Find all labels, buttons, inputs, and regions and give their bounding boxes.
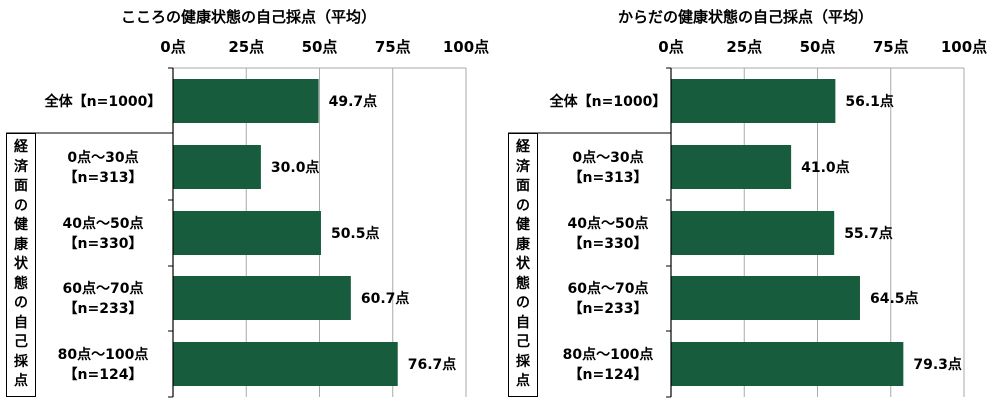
x-tick-label: 50点: [800, 38, 836, 56]
group-label-char: 採: [516, 353, 530, 370]
category-label: 【n=330】: [64, 236, 143, 252]
group-label-char: 経: [14, 139, 28, 156]
group-label-char: 面: [516, 178, 530, 195]
bar-chart-body: 0点 25点 50点 75点 100点 56.1点 全体【n=1000】 41.0点 0点～30…: [508, 38, 987, 398]
category-label: 0点～30点: [572, 149, 643, 166]
group-label-char: 己: [14, 334, 28, 351]
group-label-char: 点: [516, 373, 530, 390]
x-tick-label: 100点: [443, 38, 489, 56]
data-label: 56.1点: [845, 93, 894, 110]
bar: [671, 342, 904, 386]
bar: [671, 276, 860, 320]
x-tick-label: 0点: [658, 38, 683, 56]
group-label-char: 康: [516, 236, 530, 253]
x-tick-label: 25点: [228, 38, 264, 56]
x-tick-label: 25点: [726, 38, 762, 56]
group-label-char: 康: [14, 236, 28, 253]
bar: [173, 342, 398, 386]
data-label: 55.7点: [844, 225, 893, 242]
x-tick-label: 50点: [302, 38, 338, 56]
category-label: 60点～70点: [568, 280, 649, 297]
chart-title: こころの健康状態の自己採点（平均）: [121, 8, 377, 26]
x-tick-label: 75点: [375, 38, 411, 56]
bar-chart-mind: 0点 25点 50点 75点 100点 49.7点 全体【n=1000】 30.0点 0点～30…: [6, 38, 489, 398]
category-label: 【n=233】: [64, 301, 143, 317]
group-label-char: 自: [14, 314, 28, 331]
group-label-char: 健: [14, 217, 28, 234]
data-label: 76.7点: [408, 356, 457, 373]
group-label-char: 経: [516, 139, 530, 156]
group-label-char: 自: [516, 314, 530, 331]
group-label-char: 状: [516, 256, 530, 273]
x-tick-label: 0点: [160, 38, 185, 56]
group-label-char: 態: [14, 275, 28, 292]
group-label-char: の: [14, 295, 28, 312]
group-label-char: 態: [516, 275, 530, 292]
group-label-char: 面: [14, 178, 28, 195]
group-label-char: 済: [14, 158, 28, 175]
category-label: 【n=313】: [64, 170, 143, 186]
bar: [173, 79, 319, 123]
group-label-char: 状: [14, 256, 28, 273]
category-label: 0点～30点: [67, 149, 138, 166]
category-label: 【n=330】: [569, 236, 648, 252]
category-label: 40点～50点: [63, 215, 144, 232]
group-label-char: 健: [516, 217, 530, 234]
chart-title: からだの健康状態の自己採点（平均）: [618, 8, 874, 26]
group-label-char: 己: [516, 334, 530, 351]
group-label-char: の: [14, 197, 28, 214]
data-label: 41.0点: [801, 159, 850, 176]
data-label: 49.7点: [329, 93, 378, 110]
bar: [671, 145, 792, 189]
group-label-char: 点: [14, 373, 28, 390]
category-label: 【n=233】: [569, 301, 648, 317]
group-label-char: 済: [516, 158, 530, 175]
category-label: 60点～70点: [63, 280, 144, 297]
category-label: 全体【n=1000】: [44, 93, 162, 110]
data-label: 50.5点: [331, 225, 380, 242]
chart-panel-mind: こころの健康状態の自己採点（平均） 0点 25点 50点 75点 100点 49.7点 全体…: [6, 8, 489, 398]
group-label-char: の: [516, 197, 530, 214]
group-label-char: の: [516, 295, 530, 312]
chart-panel-body: からだの健康状態の自己採点（平均） 0点 25点 50点 75点 100点 56.1点 全体…: [500, 0, 1000, 404]
category-label: 80点～100点: [58, 346, 149, 363]
data-label: 60.7点: [361, 290, 410, 307]
data-label: 30.0点: [271, 159, 320, 176]
bar: [671, 211, 835, 255]
bar: [671, 79, 836, 123]
category-label: 80点～100点: [563, 346, 654, 363]
x-tick-label: 100点: [941, 38, 987, 56]
group-label-economic: 経済面の健康状態の自己採点: [508, 133, 538, 397]
bar: [173, 145, 261, 189]
bar: [173, 276, 351, 320]
data-label: 64.5点: [870, 290, 919, 307]
category-label: 【n=313】: [569, 170, 648, 186]
x-tick-label: 75点: [873, 38, 909, 56]
group-label-economic: 経済面の健康状態の自己採点: [6, 133, 36, 397]
category-label: 【n=124】: [64, 367, 143, 383]
data-label: 79.3点: [913, 356, 962, 373]
category-label: 全体【n=1000】: [549, 93, 667, 110]
group-label-char: 採: [14, 353, 28, 370]
category-label: 【n=124】: [569, 367, 648, 383]
category-label: 40点～50点: [568, 215, 649, 232]
bar: [173, 211, 321, 255]
